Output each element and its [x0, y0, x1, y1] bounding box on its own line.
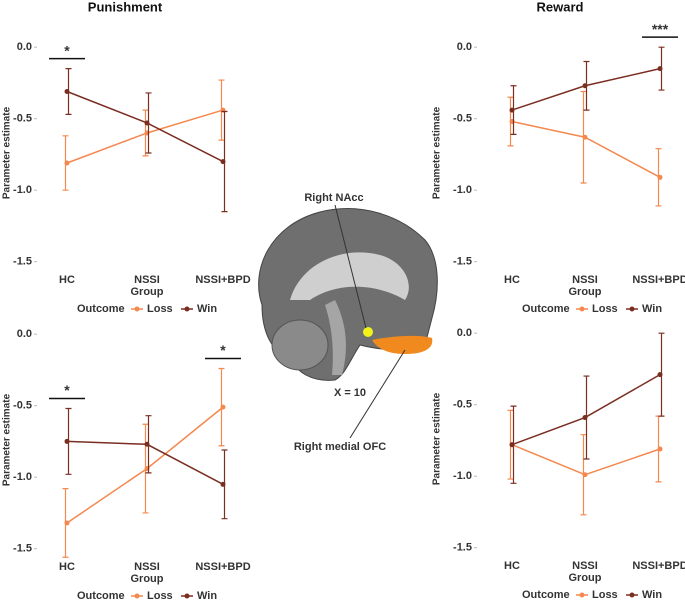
point — [582, 134, 588, 140]
y-tick-label: -1.0 — [13, 471, 32, 483]
legend-swatch — [579, 306, 585, 312]
y-tick-label: -1.5 — [453, 256, 472, 268]
point — [220, 404, 226, 410]
point — [657, 372, 663, 378]
point — [582, 415, 588, 421]
significance-star: *** — [652, 21, 669, 37]
point — [64, 160, 70, 166]
y-tick-label: -0.5 — [13, 113, 32, 125]
significance-star: * — [64, 382, 70, 398]
x-tick-label: NSSI — [572, 274, 598, 286]
x-tick-label: HC — [59, 561, 75, 573]
point — [144, 120, 150, 126]
x-tick-label: NSSI+BPD — [195, 561, 250, 573]
x-axis-title: Group — [569, 572, 602, 584]
legend-title: Outcome — [77, 590, 125, 601]
legend-title: Outcome — [522, 589, 570, 601]
y-tick-label: 0.0 — [17, 41, 32, 53]
x-tick-label: NSSI+BPD — [195, 274, 250, 286]
point — [657, 66, 663, 72]
point — [582, 83, 588, 89]
point — [144, 441, 150, 447]
x-axis-title: Group — [569, 286, 602, 298]
point — [64, 89, 70, 94]
legend-label: Loss — [147, 590, 173, 601]
y-axis-title: Parameter estimate — [2, 393, 13, 486]
brain-label: X = 10 — [334, 387, 366, 399]
y-axis-title: Parameter estimate — [432, 392, 443, 485]
y-tick-label: -1.0 — [453, 470, 472, 482]
point — [220, 481, 226, 487]
x-tick-label: HC — [59, 274, 75, 286]
legend-title: Outcome — [77, 303, 125, 315]
point — [220, 159, 226, 165]
legend-label: Loss — [592, 589, 618, 601]
x-tick-label: NSSI — [134, 274, 160, 286]
line — [511, 120, 661, 178]
y-tick-label: -0.5 — [13, 400, 32, 412]
legend-swatch — [629, 306, 635, 312]
point — [509, 107, 515, 113]
x-axis-title: Group — [131, 573, 164, 585]
x-tick-label: HC — [504, 274, 520, 286]
legend-swatch — [579, 592, 585, 598]
legend-title: Outcome — [522, 303, 570, 315]
legend-label: Loss — [592, 303, 618, 315]
x-tick-label: NSSI+BPD — [632, 274, 685, 286]
legend-swatch — [184, 306, 190, 312]
significance-star: * — [64, 42, 70, 58]
legend-label: Win — [642, 589, 662, 601]
x-tick-label: NSSI — [134, 561, 160, 573]
y-tick-label: -1.5 — [13, 543, 32, 555]
x-tick-label: HC — [504, 560, 520, 572]
y-tick-label: -1.0 — [13, 184, 32, 196]
legend-label: Win — [642, 303, 662, 315]
significance-star: * — [220, 342, 226, 358]
legend-swatch — [184, 593, 190, 599]
y-tick-label: 0.0 — [457, 41, 472, 53]
point — [64, 438, 70, 444]
legend-label: Loss — [147, 303, 173, 315]
point — [657, 174, 663, 180]
y-tick-label: -1.5 — [13, 256, 32, 268]
legend-swatch — [134, 306, 140, 312]
point — [509, 442, 515, 448]
legend-swatch — [134, 593, 140, 599]
y-tick-label: 0.0 — [457, 327, 472, 339]
y-tick-label: -0.5 — [453, 113, 472, 125]
y-tick-label: 0.0 — [17, 328, 32, 340]
legend-label: Win — [197, 590, 217, 601]
brain-label: Right NAcc — [304, 192, 363, 204]
x-tick-label: NSSI — [572, 560, 598, 572]
brain-image — [258, 204, 438, 439]
legend-swatch — [629, 592, 635, 598]
column-title: Reward — [537, 0, 584, 14]
y-axis-title: Parameter estimate — [432, 106, 443, 199]
x-tick-label: NSSI+BPD — [632, 560, 685, 572]
point — [64, 520, 70, 526]
brain-label: Right medial OFC — [294, 441, 386, 453]
y-tick-label: -1.0 — [453, 184, 472, 196]
legend-label: Win — [197, 303, 217, 315]
y-tick-label: -0.5 — [453, 399, 472, 411]
y-axis-title: Parameter estimate — [2, 106, 13, 199]
x-axis-title: Group — [131, 286, 164, 298]
point — [657, 446, 663, 452]
y-tick-label: -1.5 — [453, 542, 472, 554]
point — [582, 472, 588, 478]
column-title: Punishment — [88, 0, 163, 14]
